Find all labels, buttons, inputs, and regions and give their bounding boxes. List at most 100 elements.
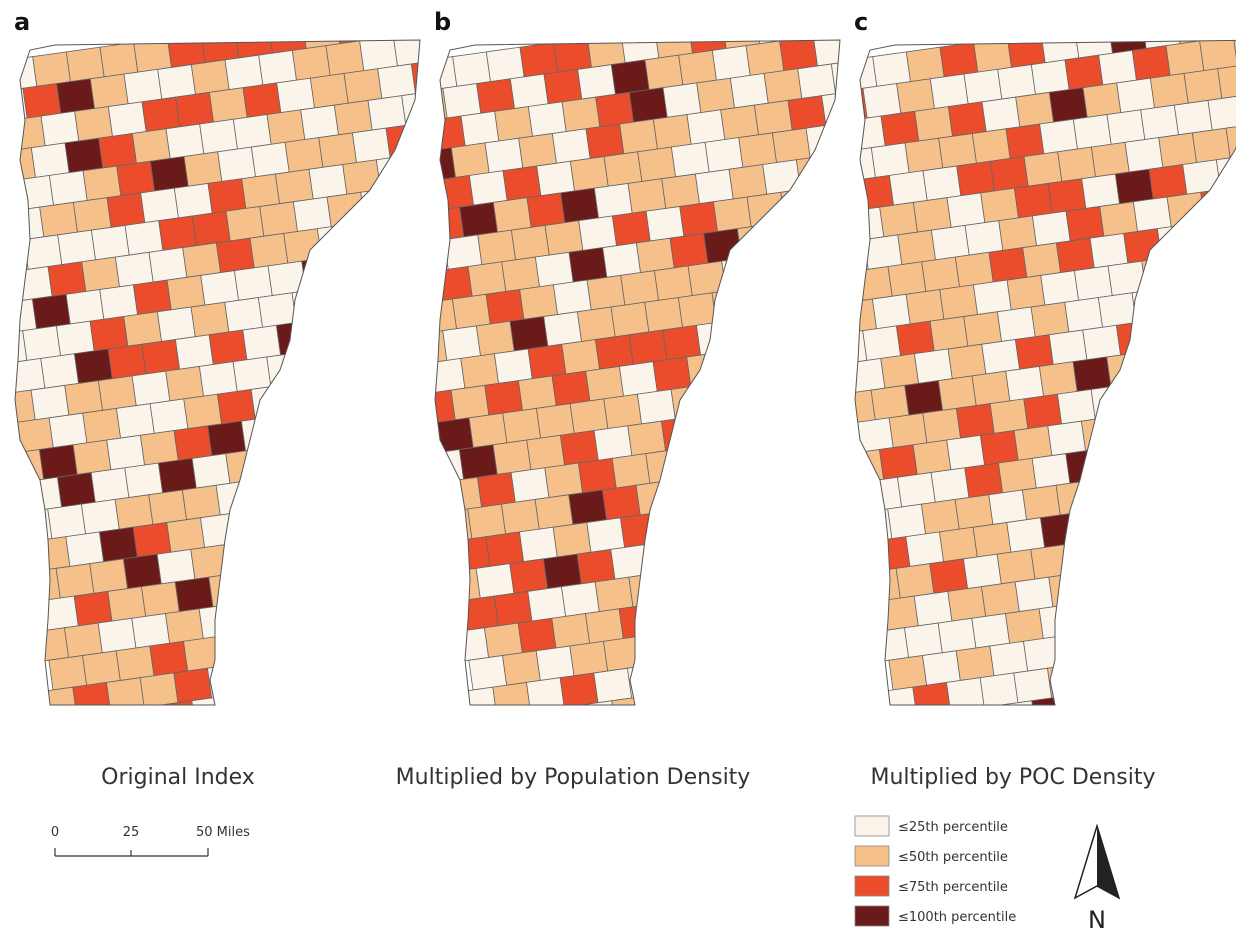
town <box>299 347 339 383</box>
town <box>47 747 85 781</box>
town <box>1089 232 1129 269</box>
town <box>1080 415 1120 452</box>
town <box>971 370 1011 407</box>
town <box>813 424 840 461</box>
town <box>1166 434 1206 470</box>
town <box>459 201 498 238</box>
town <box>115 645 155 681</box>
panel-title: Multiplied by Population Density <box>396 765 751 790</box>
town <box>644 539 683 575</box>
town <box>779 671 819 705</box>
town <box>139 672 179 705</box>
town <box>1200 187 1236 223</box>
town <box>15 115 46 151</box>
town <box>745 525 784 561</box>
town <box>283 713 321 747</box>
town <box>342 159 381 195</box>
town <box>1148 406 1188 442</box>
town <box>1115 320 1155 356</box>
north-label: N <box>1088 906 1106 933</box>
town <box>1031 695 1071 705</box>
town <box>232 356 272 392</box>
town <box>1006 274 1046 311</box>
town <box>1190 218 1230 255</box>
town <box>1190 703 1229 705</box>
town <box>442 83 482 119</box>
town <box>502 165 542 201</box>
town <box>40 110 80 147</box>
town <box>72 439 112 475</box>
town <box>468 170 508 206</box>
town <box>703 228 743 264</box>
town <box>586 274 626 311</box>
town <box>559 672 599 705</box>
town <box>216 723 254 757</box>
town <box>855 571 893 605</box>
town <box>131 128 171 164</box>
town <box>628 571 668 608</box>
town <box>787 579 826 616</box>
town <box>954 251 994 288</box>
town <box>1038 361 1078 397</box>
town <box>15 175 54 211</box>
town <box>593 425 633 461</box>
town <box>133 40 172 73</box>
town <box>274 411 314 447</box>
town <box>47 261 87 297</box>
town <box>107 586 147 622</box>
town <box>165 365 205 402</box>
town <box>240 415 280 452</box>
legend-swatch <box>854 815 890 837</box>
town <box>628 87 668 123</box>
town <box>375 397 415 433</box>
town <box>929 316 969 352</box>
town <box>1006 517 1046 553</box>
town <box>232 598 272 635</box>
town <box>191 453 231 489</box>
town <box>91 710 129 744</box>
town <box>542 553 582 590</box>
town <box>837 694 840 705</box>
town <box>325 282 365 319</box>
town <box>174 334 214 370</box>
town <box>1215 397 1236 433</box>
town <box>1057 146 1097 182</box>
town <box>375 154 415 190</box>
town <box>376 548 416 584</box>
town <box>627 178 667 214</box>
town <box>241 173 280 209</box>
town <box>1217 63 1236 99</box>
town <box>341 644 381 680</box>
town <box>963 68 1003 105</box>
town <box>166 517 206 553</box>
town <box>1107 260 1147 297</box>
town <box>805 365 840 401</box>
town <box>502 407 542 444</box>
town <box>988 732 1026 766</box>
town <box>652 114 692 150</box>
town <box>166 40 206 68</box>
town <box>561 581 600 617</box>
town <box>1048 329 1088 365</box>
town <box>1166 676 1205 705</box>
town <box>920 499 960 535</box>
town <box>485 46 525 83</box>
town <box>660 658 700 694</box>
town <box>1215 639 1236 675</box>
town <box>669 475 709 511</box>
town <box>183 636 222 672</box>
town <box>653 265 693 301</box>
town <box>861 567 901 604</box>
town <box>32 51 71 87</box>
town <box>38 686 78 705</box>
town <box>15 56 38 92</box>
town <box>728 164 768 200</box>
town <box>450 142 490 178</box>
town <box>30 627 70 663</box>
town <box>645 206 685 242</box>
town <box>359 671 399 705</box>
town <box>1064 54 1104 91</box>
town <box>1014 334 1054 370</box>
town <box>576 548 616 585</box>
town <box>1199 40 1236 72</box>
